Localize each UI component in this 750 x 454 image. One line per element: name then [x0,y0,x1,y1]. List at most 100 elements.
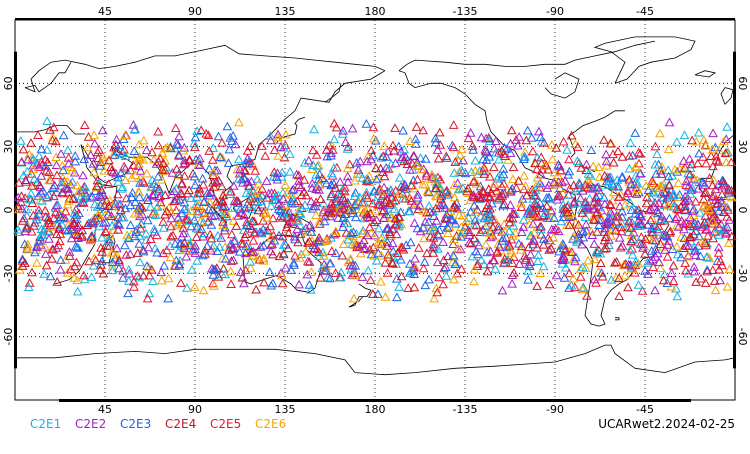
occultation-marker [13,192,24,202]
occultation-marker [702,224,712,234]
occultation-marker [123,288,133,298]
occultation-marker [432,287,443,297]
occultation-marker [489,162,499,172]
occultation-marker [449,274,459,284]
occultation-marker [104,240,115,250]
occultation-marker [247,216,258,225]
occultation-marker [73,243,84,252]
occultation-marker [581,159,592,169]
occultation-marker [568,231,579,241]
coastline [694,70,716,78]
occultation-marker [364,212,375,222]
occultation-marker [231,195,242,205]
occultation-marker [350,187,361,197]
occultation-marker [189,215,200,224]
occultation-marker [386,159,397,169]
occultation-marker [479,213,490,223]
occultation-marker [370,205,381,215]
occultation-marker [479,162,489,172]
occultation-marker [570,256,580,266]
occultation-marker [285,166,295,176]
occultation-marker [707,144,718,154]
occultation-marker [187,264,197,274]
occultation-marker [394,282,404,291]
occultation-marker [569,282,580,292]
occultation-marker [221,208,232,218]
occultation-marker [572,237,582,246]
occultation-marker [20,193,30,202]
occultation-marker [504,226,515,236]
occultation-marker [532,152,543,162]
occultation-marker [352,242,362,252]
occultation-marker [699,135,709,144]
occultation-marker [592,207,602,216]
occultation-marker [687,205,698,215]
occultation-marker [692,175,702,184]
occultation-marker [604,172,614,182]
occultation-marker [611,272,621,282]
occultation-marker [217,212,228,221]
occultation-marker [259,277,269,287]
occultation-marker [700,140,711,150]
occultation-marker [707,218,717,228]
occultation-marker [315,272,326,282]
occultation-marker [409,183,420,193]
occultation-marker [497,190,508,200]
occultation-marker [358,225,368,235]
occultation-marker [633,280,644,289]
occultation-marker [498,233,508,243]
occultation-marker [540,160,550,170]
occultation-marker [49,213,59,223]
occultation-marker [356,248,366,258]
occultation-marker [307,178,318,188]
occultation-marker [574,158,584,167]
occultation-marker [22,244,33,254]
occultation-marker [422,186,433,196]
occultation-marker [680,196,691,206]
occultation-marker [280,262,291,272]
occultation-marker [584,193,595,203]
occultation-marker [329,118,340,128]
occultation-marker [498,169,509,179]
occultation-marker [23,282,34,291]
occultation-marker [440,262,451,271]
occultation-marker [286,265,296,274]
occultation-marker [214,241,225,251]
occultation-marker [415,153,426,162]
occultation-marker [399,156,409,166]
occultation-marker [707,215,718,225]
occultation-marker [722,211,732,221]
occultation-marker [701,158,711,168]
occultation-marker [406,196,417,205]
occultation-marker [273,132,283,142]
occultation-marker [208,170,218,179]
occultation-marker [571,252,581,262]
occultation-marker [617,206,628,216]
occultation-marker [234,173,244,183]
occultation-marker [672,212,682,221]
occultation-marker [71,257,82,267]
occultation-marker [126,192,137,201]
occultation-marker [563,169,574,179]
occultation-marker [182,282,192,292]
occultation-marker [575,272,586,281]
occultation-marker [456,165,467,174]
occultation-marker [564,154,574,164]
occultation-marker [577,262,588,271]
occultation-marker [589,239,600,248]
occultation-marker [41,165,52,175]
occultation-marker [233,154,244,164]
occultation-marker [471,219,482,229]
occultation-marker [544,192,554,202]
occultation-marker [542,212,553,222]
occultation-marker [625,198,636,207]
occultation-marker [135,165,146,175]
occultation-marker [493,221,504,231]
occultation-marker [35,195,45,205]
occultation-marker [99,165,110,175]
occultation-marker [165,141,176,151]
left-lat-label: -60 [2,328,15,346]
occultation-marker [672,166,683,176]
occultation-marker [404,258,415,268]
occultation-marker [72,286,83,296]
